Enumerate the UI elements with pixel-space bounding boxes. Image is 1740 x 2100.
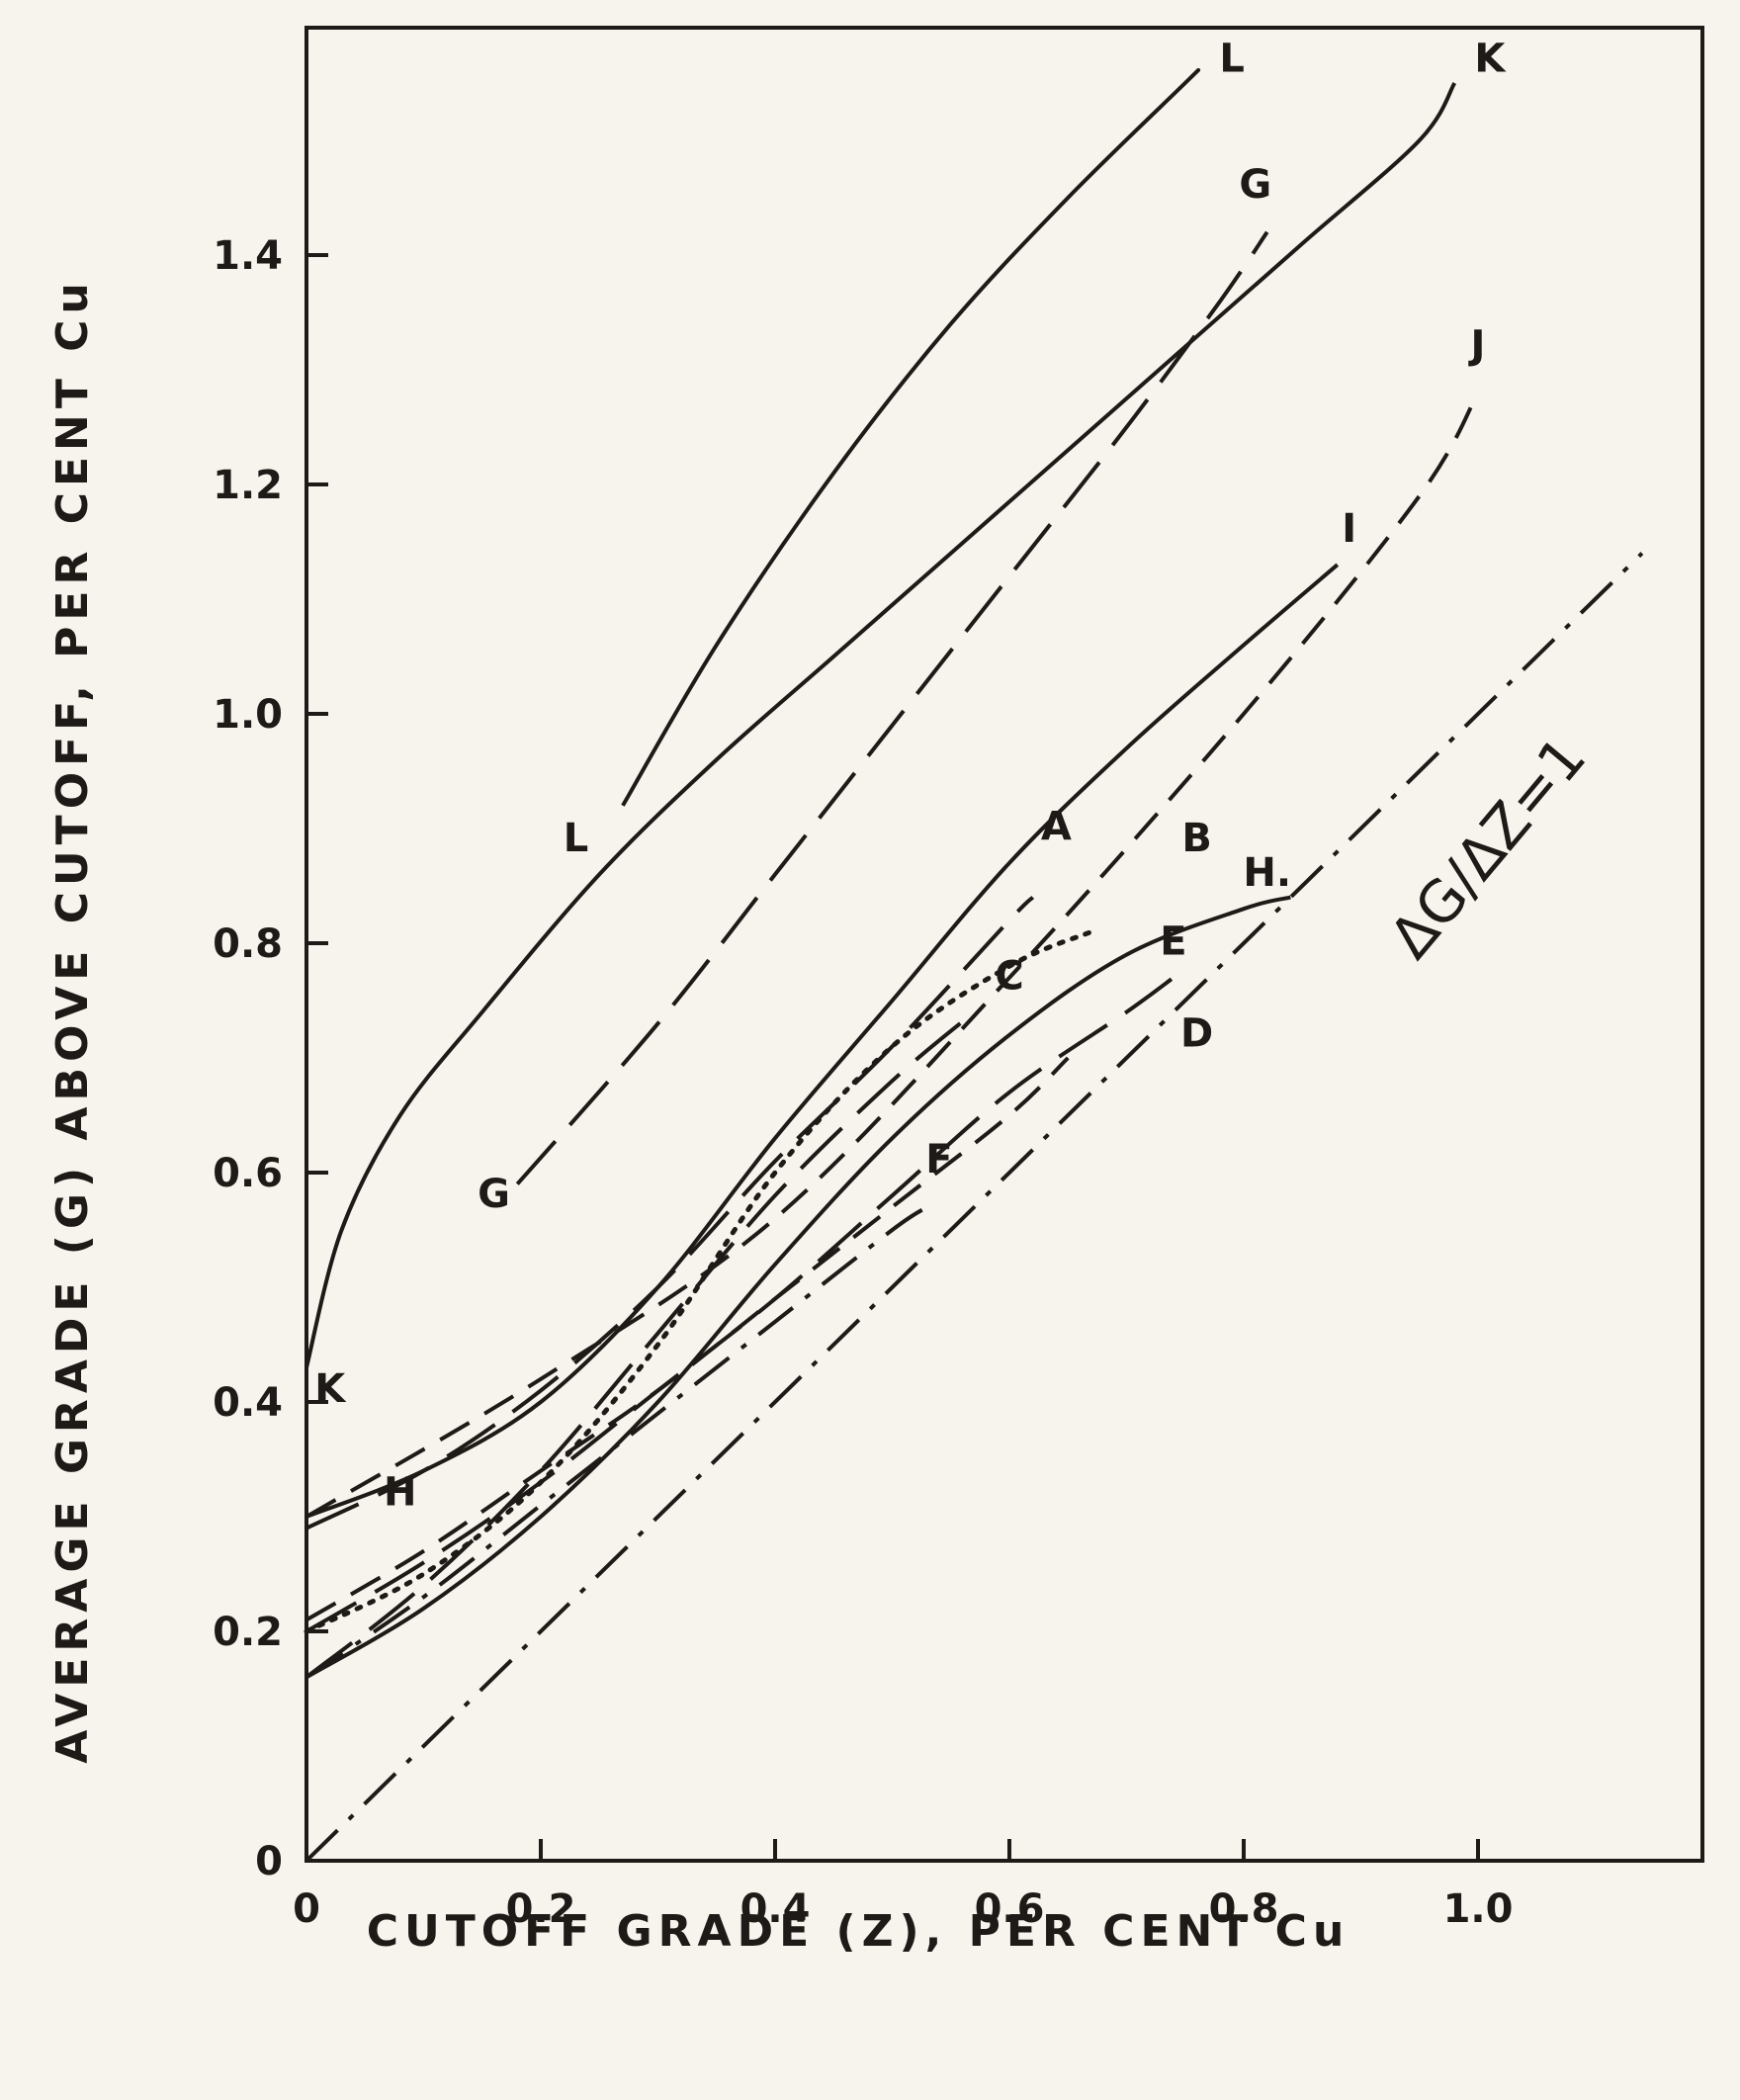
curve-label-k: K: [314, 1366, 347, 1412]
curve-label-d: D: [1180, 1010, 1213, 1056]
curve-label-b: B: [1181, 816, 1212, 861]
x-tick-label: 0: [293, 1886, 320, 1932]
y-tick-label: 1.4: [213, 233, 283, 279]
series-l-line: [621, 67, 1201, 807]
x-tick-label: 0.6: [975, 1886, 1045, 1932]
y-tick-label: 1.0: [213, 692, 283, 738]
curve-label-f: F: [925, 1137, 952, 1182]
y-tick-label: 0.6: [213, 1151, 283, 1196]
curve-label-k: K: [1474, 36, 1507, 81]
curve-label-l: L: [1219, 36, 1245, 81]
x-axis-title: CUTOFF GRADE (Z), PER CENT Cu: [367, 1906, 1350, 1957]
curve-labels: L L K K G G J I A B C H. H ED F: [314, 36, 1507, 1515]
series-e-line: [304, 976, 1175, 1633]
y-tick-label: 0.4: [213, 1380, 283, 1426]
y-tick-label: 0.8: [213, 921, 283, 967]
x-tick-label: 0.8: [1209, 1886, 1279, 1932]
series-a-line: [305, 896, 1035, 1531]
y-tick-label: 0: [255, 1839, 283, 1884]
slope-annotation: ΔG/ΔZ=1: [1376, 724, 1599, 971]
curve-label-a: A: [1041, 805, 1072, 850]
x-tick-label: 1.0: [1443, 1886, 1514, 1932]
series-layer: [304, 67, 1644, 1863]
series-i-line: [305, 563, 1340, 1519]
y-tick-label: 0.2: [213, 1610, 283, 1655]
series-f-line: [304, 1205, 929, 1680]
curve-label-g: G: [478, 1172, 510, 1217]
series-k-line: [304, 81, 1457, 1368]
axis-ticks: 0 0.2 0.4 0.6 0.8 1.0 0 0.2 0.4 0.6 0.8 1.0 1.2 1.4: [213, 233, 1513, 1932]
curve-label-i: I: [1342, 506, 1356, 552]
series-d-line: [304, 1056, 1070, 1622]
series-j-line: [304, 392, 1480, 1519]
series-g-line: [515, 230, 1269, 1185]
plot-frame: [304, 26, 1704, 1863]
series-b-line: [304, 928, 1094, 1634]
series-c-line: [304, 1010, 976, 1679]
curve-label-h: H: [384, 1469, 416, 1515]
y-tick-label: 1.2: [213, 463, 283, 508]
curve-label-j: J: [1468, 322, 1486, 368]
x-tick-label: 0.2: [506, 1886, 576, 1932]
x-tick-label: 0.4: [740, 1886, 811, 1932]
curve-label-g: G: [1239, 162, 1271, 208]
curve-label-h: H.: [1243, 850, 1291, 896]
y-axis-title: AVERAGE GRADE (G) ABOVE CUTOFF, PER CENT…: [47, 277, 98, 1764]
series-h-line: [304, 895, 1291, 1680]
plot-border: [304, 26, 1704, 1863]
curve-label-l: L: [564, 816, 589, 861]
curve-label-e: E: [1160, 919, 1186, 965]
series-gz1-line: [304, 552, 1644, 1863]
curve-label-c: C: [995, 953, 1023, 999]
